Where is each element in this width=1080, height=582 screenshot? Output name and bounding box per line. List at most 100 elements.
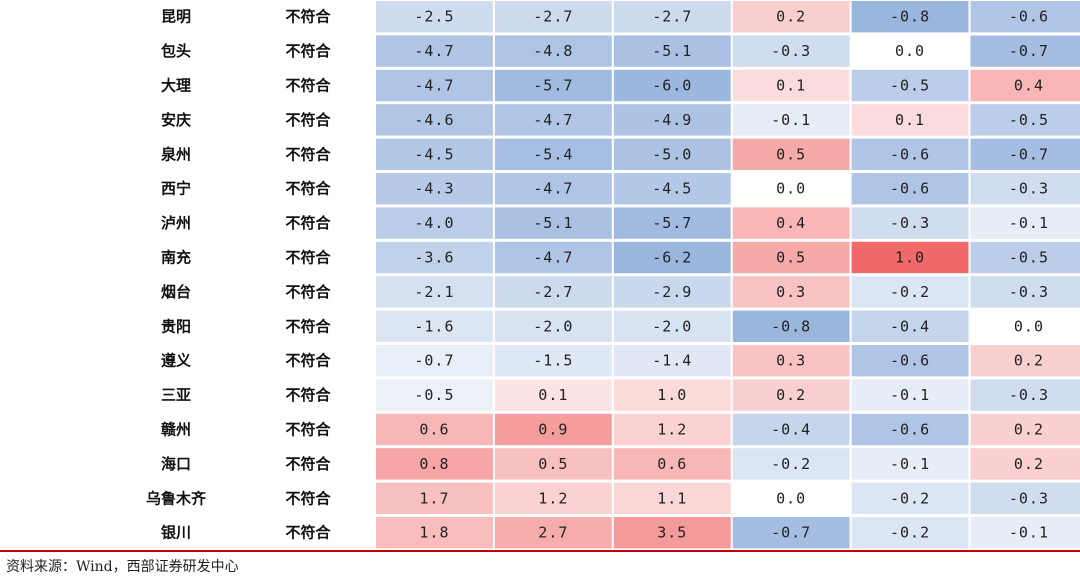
cell-value-label: 0.1 bbox=[538, 386, 568, 404]
cell-value-label: 0.3 bbox=[776, 283, 806, 301]
cell-value-label: -0.6 bbox=[890, 352, 930, 370]
cell-value-label: -0.6 bbox=[1009, 8, 1049, 26]
heatmap-cell bbox=[851, 517, 969, 549]
heatmap-cell bbox=[613, 379, 731, 411]
heatmap-cell bbox=[970, 35, 1080, 67]
cell-value-label: -6.2 bbox=[652, 249, 692, 267]
heatmap-cell bbox=[732, 173, 850, 205]
heatmap-cell bbox=[851, 173, 969, 205]
heatmap-cell bbox=[851, 310, 969, 342]
row-status: 不符合 bbox=[285, 249, 331, 267]
row-label-city: 乌鲁木齐 bbox=[146, 489, 207, 507]
row-label-city: 海口 bbox=[161, 455, 191, 473]
row-label-city: 西宁 bbox=[161, 180, 191, 198]
cell-value-label: -0.3 bbox=[1009, 180, 1049, 198]
heatmap-cell bbox=[613, 482, 731, 514]
heatmap-cell bbox=[494, 1, 612, 33]
heatmap-cell bbox=[970, 482, 1080, 514]
cell-value-label: 0.8 bbox=[419, 455, 449, 473]
heatmap-cell bbox=[494, 482, 612, 514]
cell-value-label: 0.2 bbox=[776, 386, 806, 404]
cell-value-label: 0.5 bbox=[538, 455, 568, 473]
row-status: 不符合 bbox=[285, 455, 331, 473]
row-label-city: 包头 bbox=[161, 42, 191, 60]
heatmap-cell bbox=[376, 448, 493, 480]
cell-value-label: -4.0 bbox=[414, 214, 454, 232]
cell-value-label: -0.2 bbox=[890, 283, 930, 301]
heatmap-cell bbox=[970, 345, 1080, 377]
row-status: 不符合 bbox=[285, 524, 331, 542]
heatmap-cell bbox=[376, 276, 493, 308]
cell-value-label: -0.3 bbox=[890, 214, 930, 232]
row-status: 不符合 bbox=[285, 111, 331, 129]
heatmap-cell bbox=[494, 138, 612, 170]
heatmap-cell bbox=[494, 310, 612, 342]
cell-value-label: 0.1 bbox=[776, 77, 806, 95]
cell-value-label: -5.1 bbox=[533, 214, 573, 232]
cell-value-label: 0.1 bbox=[895, 111, 925, 129]
cell-value-label: -2.7 bbox=[533, 8, 573, 26]
row-status: 不符合 bbox=[285, 145, 331, 163]
heatmap-cell bbox=[732, 241, 850, 274]
heatmap-cell bbox=[970, 413, 1080, 446]
heatmap-cell bbox=[494, 448, 612, 480]
row-label-city: 南充 bbox=[161, 249, 191, 267]
heatmap-cell bbox=[376, 138, 493, 170]
heatmap-cell bbox=[732, 448, 850, 480]
cell-value-label: -0.1 bbox=[890, 455, 930, 473]
heatmap-cell bbox=[376, 517, 493, 549]
cell-value-label: -1.5 bbox=[533, 352, 573, 370]
cell-value-label: -2.5 bbox=[414, 8, 454, 26]
cell-value-label: -0.2 bbox=[771, 455, 811, 473]
cell-value-label: 0.5 bbox=[776, 249, 806, 267]
cell-value-label: -4.7 bbox=[533, 249, 573, 267]
heatmap-cell bbox=[494, 276, 612, 308]
cell-value-label: -2.0 bbox=[652, 317, 692, 335]
heatmap-cell bbox=[613, 345, 731, 377]
heatmap-cell bbox=[851, 1, 969, 33]
cell-value-label: -4.5 bbox=[414, 145, 454, 163]
cell-value-label: 0.0 bbox=[776, 489, 806, 507]
heatmap-cell bbox=[970, 276, 1080, 308]
cell-value-label: -6.0 bbox=[652, 77, 692, 95]
heatmap-cell bbox=[376, 69, 493, 102]
cell-value-label: 0.5 bbox=[776, 145, 806, 163]
heatmap-cell bbox=[376, 1, 493, 33]
heatmap-cell bbox=[376, 173, 493, 205]
cell-value-label: 0.4 bbox=[776, 214, 806, 232]
heatmap-cell bbox=[376, 379, 493, 411]
cell-value-label: -0.3 bbox=[1009, 386, 1049, 404]
heatmap-cell bbox=[851, 69, 969, 102]
cell-value-label: -0.7 bbox=[1009, 42, 1049, 60]
heatmap-cell bbox=[613, 69, 731, 102]
cell-value-label: 1.8 bbox=[419, 524, 449, 542]
row-label-city: 贵阳 bbox=[161, 317, 191, 335]
cell-value-label: -1.6 bbox=[414, 317, 454, 335]
row-status: 不符合 bbox=[285, 283, 331, 301]
cell-value-label: -4.9 bbox=[652, 111, 692, 129]
cell-value-label: 0.0 bbox=[776, 180, 806, 198]
heatmap-cell bbox=[613, 207, 731, 239]
cell-value-label: -0.4 bbox=[771, 421, 811, 439]
row-status: 不符合 bbox=[285, 352, 331, 370]
heatmap-cell bbox=[732, 345, 850, 377]
heatmap-cell bbox=[732, 138, 850, 170]
cell-value-label: -0.7 bbox=[771, 524, 811, 542]
heatmap-cell bbox=[613, 448, 731, 480]
cell-value-label: -0.1 bbox=[890, 386, 930, 404]
cell-value-label: 1.2 bbox=[538, 489, 568, 507]
heatmap-cell bbox=[851, 379, 969, 411]
row-status: 不符合 bbox=[285, 214, 331, 232]
row-label-city: 烟台 bbox=[161, 283, 191, 301]
heatmap-cell bbox=[970, 207, 1080, 239]
heatmap-cell bbox=[613, 104, 731, 136]
heatmap-cell bbox=[732, 104, 850, 136]
cell-value-label: -5.4 bbox=[533, 145, 573, 163]
cell-value-label: -4.8 bbox=[533, 42, 573, 60]
heatmap-cell bbox=[494, 517, 612, 549]
cell-value-label: -1.4 bbox=[652, 352, 692, 370]
cell-value-label: 0.3 bbox=[776, 352, 806, 370]
heatmap-cell bbox=[613, 173, 731, 205]
heatmap-cell bbox=[851, 207, 969, 239]
cell-value-label: -5.1 bbox=[652, 42, 692, 60]
